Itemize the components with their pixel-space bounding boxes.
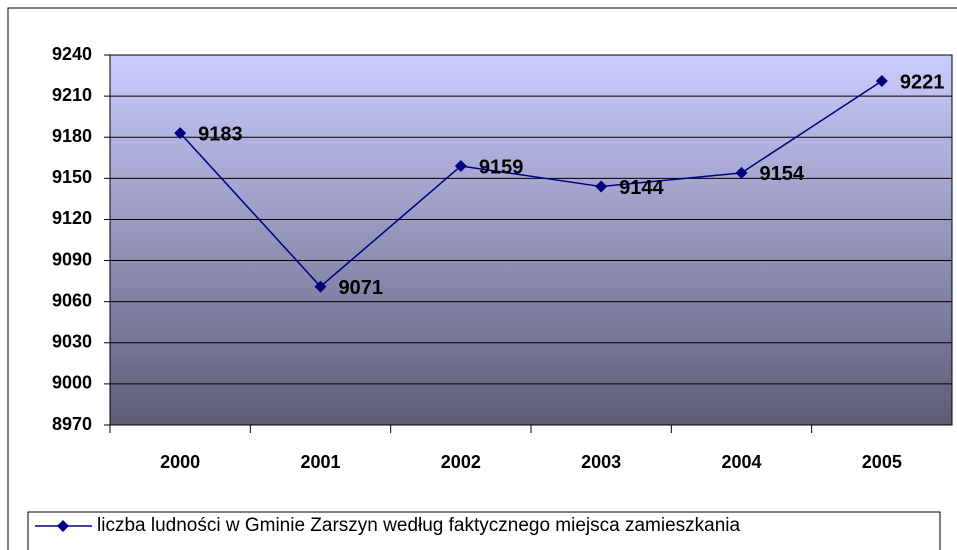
x-tick-label: 2003: [581, 452, 621, 472]
x-tick-label: 2000: [160, 452, 200, 472]
y-tick-label: 8970: [52, 414, 92, 434]
data-label: 9071: [339, 277, 384, 299]
data-label: 9159: [479, 156, 524, 178]
y-tick-label: 9120: [52, 208, 92, 228]
y-tick-label: 9060: [52, 290, 92, 310]
marker: [735, 166, 748, 179]
y-tick-label: 9150: [52, 167, 92, 187]
marker: [454, 160, 467, 172]
plot-area: [109, 54, 953, 426]
y-tick-label: 9090: [52, 249, 92, 269]
y-tick-label: 9240: [52, 44, 92, 64]
marker: [595, 180, 608, 193]
data-label: 9154: [760, 163, 805, 185]
legend-label: liczba ludności w Gminie Zarszyn według …: [97, 515, 741, 536]
y-tick-label: 9000: [52, 373, 92, 393]
x-tick-label: 2005: [862, 452, 902, 472]
x-tick-label: 2004: [721, 452, 761, 472]
data-label: 9144: [619, 177, 664, 199]
y-tick-label: 9180: [52, 126, 92, 146]
y-tick-label: 9210: [52, 85, 92, 105]
marker: [314, 280, 327, 293]
legend-marker: [57, 520, 69, 532]
y-tick-label: 9030: [52, 332, 92, 352]
data-label: 9183: [198, 123, 243, 145]
data-label: 9221: [900, 71, 945, 93]
marker: [174, 127, 187, 140]
x-tick-label: 2001: [300, 452, 340, 472]
marker: [875, 75, 888, 88]
x-tick-label: 2002: [441, 452, 481, 472]
line: [179, 80, 883, 288]
legend: [27, 511, 941, 550]
